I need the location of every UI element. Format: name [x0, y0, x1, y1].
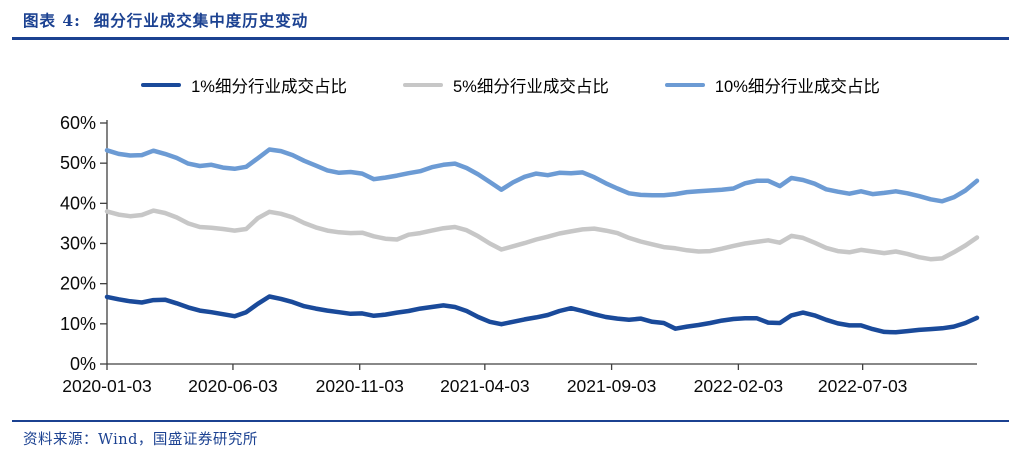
x-tick-label: 2020-01-03: [62, 376, 152, 396]
legend-swatch-1pct-line: [141, 82, 182, 88]
x-tick-label: 2020-06-03: [188, 376, 278, 396]
y-tick-label: 0%: [70, 354, 96, 374]
x-tick-label: 2020-11-03: [316, 376, 404, 396]
legend-item-5pct: 5%细分行业成交占比: [402, 73, 609, 97]
series-line-0: [104, 294, 980, 335]
x-tick-label: 2021-09-03: [567, 376, 657, 396]
y-tick-label: 10%: [60, 314, 96, 334]
y-tick-label: 20%: [60, 274, 96, 294]
x-tick-label: 2022-07-03: [818, 376, 908, 396]
y-tick-label: 40%: [60, 193, 96, 213]
legend-item-10pct: 10%细分行业成交占比: [664, 73, 880, 97]
y-tick-label: 30%: [60, 234, 96, 254]
legend-item-1pct: 1%细分行业成交占比: [141, 73, 347, 97]
page-title: 图表 4: 细分行业成交集中度历史变动: [23, 11, 309, 30]
header-rule: [12, 37, 1009, 40]
legend-label: 5%细分行业成交占比: [452, 78, 609, 96]
legend-label: 1%细分行业成交占比: [191, 78, 347, 96]
x-tick-label: 2022-02-03: [694, 376, 784, 396]
legend-label: 10%细分行业成交占比: [714, 78, 880, 96]
chart-legend: 1%细分行业成交占比 5%细分行业成交占比 10%细分行业成交占比: [0, 73, 1021, 97]
y-tick-label: 50%: [60, 153, 96, 173]
series-line-1: [104, 208, 980, 262]
legend-swatch-10pct-line: [664, 82, 705, 88]
footer-rule: [12, 420, 1009, 422]
source-note: 资料来源：Wind，国盛证券研究所: [23, 432, 258, 448]
series-line-2: [104, 147, 980, 204]
y-tick-label: 60%: [60, 113, 96, 133]
legend-swatch-5pct-line: [402, 82, 443, 88]
x-tick-label: 2021-04-03: [440, 376, 530, 396]
